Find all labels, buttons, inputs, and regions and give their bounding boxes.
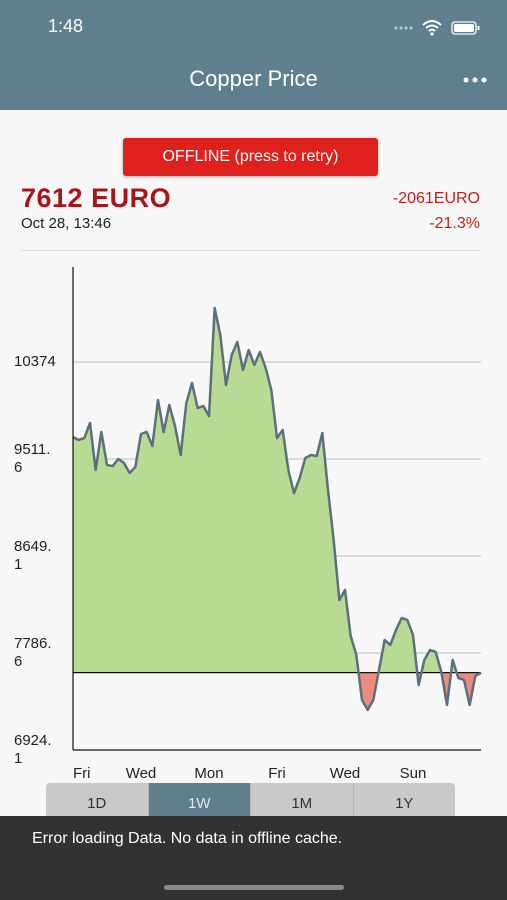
y-tick-label: 6924.1 <box>14 732 52 767</box>
percent-change: -21.3% <box>429 215 480 232</box>
range-selector: 1D 1W 1M 1Y <box>46 783 455 821</box>
range-option[interactable]: 1D <box>87 795 107 812</box>
x-tick-label: Fri <box>73 765 91 782</box>
price-line <box>72 306 482 712</box>
x-tick-label: Mon <box>194 765 223 782</box>
home-indicator <box>164 885 344 890</box>
y-tick-label: 10374 <box>14 353 56 371</box>
status-icons <box>394 20 480 36</box>
y-tick-label: 8649.1 <box>14 538 52 573</box>
divider <box>21 250 481 251</box>
menu-button[interactable] <box>462 74 488 86</box>
x-tick-label: Sun <box>400 765 427 782</box>
y-tick-label: 9511.6 <box>14 441 51 476</box>
x-tick-label: Wed <box>126 765 157 782</box>
range-option[interactable]: 1M <box>250 783 353 821</box>
price: 7612 EURO <box>21 183 172 213</box>
app-title: Copper Price <box>189 66 318 91</box>
status-time: 1:48 <box>48 16 84 36</box>
area-above <box>73 308 481 673</box>
range-option[interactable]: 1W <box>147 783 250 821</box>
app-bar <box>0 0 507 110</box>
timestamp: Oct 28, 13:46 <box>21 215 112 232</box>
x-tick-label: Wed <box>330 765 361 782</box>
y-tick-label: 7786.6 <box>14 635 52 670</box>
price-change: -2061EURO <box>392 190 480 207</box>
range-option[interactable]: 1Y <box>352 783 456 821</box>
snackbar-message: Error loading Data. No data in offline c… <box>32 830 343 847</box>
x-tick-label: Fri <box>268 765 286 782</box>
price-chart: Fri Wed Mon Fri Wed Sun <box>72 267 482 782</box>
offline-retry-button[interactable]: OFFLINE (press to retry) <box>123 138 378 176</box>
